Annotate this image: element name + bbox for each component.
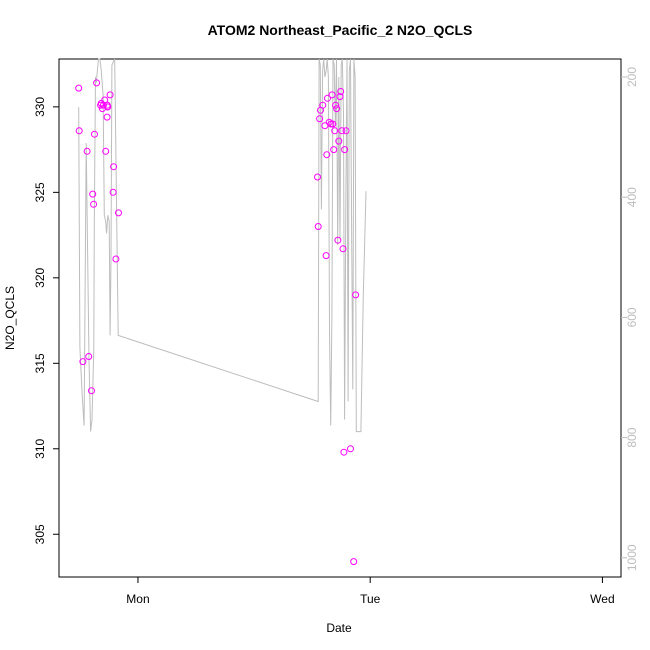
y-tick-label: 330 xyxy=(33,97,47,117)
data-point xyxy=(333,105,341,113)
data-point xyxy=(79,358,87,366)
y-tick-label: 305 xyxy=(33,524,47,544)
data-point xyxy=(347,445,354,453)
data-point xyxy=(331,127,339,135)
data-point xyxy=(327,120,335,128)
data-point xyxy=(336,93,344,101)
right-tick-label: 800 xyxy=(625,427,639,447)
data-point xyxy=(103,113,111,121)
data-point xyxy=(324,94,331,102)
data-point xyxy=(340,448,348,456)
data-point xyxy=(106,91,114,99)
data-point xyxy=(110,163,118,171)
data-point xyxy=(115,209,122,217)
data-point xyxy=(334,236,342,244)
x-axis: Mon Tue Wed xyxy=(126,577,615,606)
data-point xyxy=(338,127,346,135)
y-axis: 305 310 315 320 325 330 xyxy=(33,97,59,544)
x-tick-label: Wed xyxy=(590,592,614,606)
data-point xyxy=(316,115,324,123)
data-point xyxy=(335,137,343,145)
data-point xyxy=(93,79,101,87)
data-point xyxy=(350,558,358,566)
data-point xyxy=(339,245,347,253)
data-point xyxy=(99,101,107,109)
data-point xyxy=(329,120,337,128)
data-point xyxy=(314,173,321,181)
data-point xyxy=(322,252,330,260)
data-point xyxy=(332,101,340,109)
data-point xyxy=(341,146,349,154)
right-tick-label: 600 xyxy=(625,307,639,327)
data-point xyxy=(314,223,322,230)
data-point xyxy=(352,291,360,299)
data-point xyxy=(103,101,111,109)
data-point xyxy=(89,190,97,198)
data-point xyxy=(85,353,93,360)
data-point xyxy=(75,84,83,92)
data-point xyxy=(112,255,120,263)
data-point xyxy=(330,146,338,154)
right-tick-label: 400 xyxy=(625,187,639,207)
profile-line-layer xyxy=(78,58,367,433)
right-axis: 200 400 600 800 1000 xyxy=(621,67,639,571)
data-point xyxy=(109,188,117,196)
chart-title: ATOM2 Northeast_Pacific_2 N2O_QCLS xyxy=(208,22,473,38)
y-tick-label: 325 xyxy=(33,182,47,202)
data-point xyxy=(83,147,91,155)
data-point xyxy=(337,88,345,95)
data-point xyxy=(319,101,327,109)
profile-line xyxy=(78,58,367,433)
data-point xyxy=(342,127,350,135)
data-points-layer xyxy=(75,79,360,566)
x-tick-label: Mon xyxy=(126,592,149,606)
data-point xyxy=(91,130,98,138)
data-point xyxy=(323,151,331,159)
x-axis-label: Date xyxy=(326,621,352,635)
data-point xyxy=(328,91,336,99)
y-tick-label: 320 xyxy=(33,267,47,287)
y-axis-label: N2O_QCLS xyxy=(3,286,17,350)
data-point xyxy=(75,127,83,135)
plot-frame xyxy=(58,58,622,578)
data-point xyxy=(325,118,333,126)
right-tick-label: 200 xyxy=(625,67,639,87)
x-tick-label: Tue xyxy=(360,592,381,606)
right-tick-label: 1000 xyxy=(625,544,639,571)
y-tick-label: 310 xyxy=(33,438,47,458)
data-point xyxy=(90,200,98,208)
data-point xyxy=(88,387,95,395)
data-point xyxy=(102,147,110,155)
y-tick-label: 315 xyxy=(33,353,47,373)
